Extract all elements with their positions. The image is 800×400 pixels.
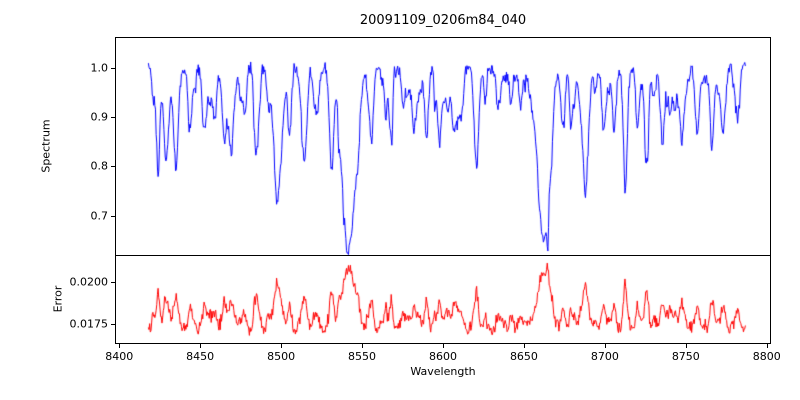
x-tick-label: 8500 <box>267 350 296 363</box>
x-tick-label: 8550 <box>348 350 377 363</box>
x-tick-mark <box>281 344 283 348</box>
spectrum-y-tick-label: 1.0 <box>90 61 109 75</box>
spectrum-panel <box>115 37 771 256</box>
x-tick-mark <box>604 344 606 348</box>
x-tick-label: 8400 <box>105 350 134 363</box>
error-y-tick-label: 0.0200 <box>69 275 109 289</box>
x-tick-label: 8600 <box>429 350 457 363</box>
spectrum-line-plot <box>116 38 770 255</box>
spectrum-y-tick-mark <box>111 166 115 168</box>
x-tick-mark <box>685 344 687 348</box>
x-tick-label: 8800 <box>752 350 781 363</box>
x-tick-label: 8700 <box>590 350 619 363</box>
x-tick-mark <box>523 344 525 348</box>
x-tick-mark <box>119 344 121 348</box>
x-tick-mark <box>766 344 768 348</box>
error-panel <box>115 255 771 344</box>
spectrum-y-tick-label: 0.8 <box>90 159 109 173</box>
error-y-tick-mark <box>111 281 115 283</box>
error-y-tick-mark <box>111 324 115 326</box>
x-tick-label: 8650 <box>509 350 538 363</box>
x-tick-mark <box>362 344 364 348</box>
x-tick-label: 8750 <box>671 350 700 363</box>
error-y-tick-label: 0.0175 <box>69 317 109 331</box>
spectrum-y-tick-mark <box>111 67 115 69</box>
error-y-axis-label: Error <box>51 285 65 313</box>
error-line-plot <box>116 256 770 343</box>
x-tick-mark <box>443 344 444 348</box>
x-tick-label: 8450 <box>186 350 215 363</box>
chart-title: 20091109_0206m84_040 <box>359 13 527 28</box>
spectrum-y-axis-label: Spectrum <box>39 119 53 173</box>
x-axis-label: Wavelength <box>410 365 476 378</box>
x-tick-mark <box>200 344 202 348</box>
spectrum-y-tick-mark <box>111 215 115 217</box>
spectrum-y-tick-mark <box>111 116 115 118</box>
spectrum-y-tick-label: 0.9 <box>90 110 109 124</box>
spectrum-y-tick-label: 0.7 <box>90 209 109 223</box>
